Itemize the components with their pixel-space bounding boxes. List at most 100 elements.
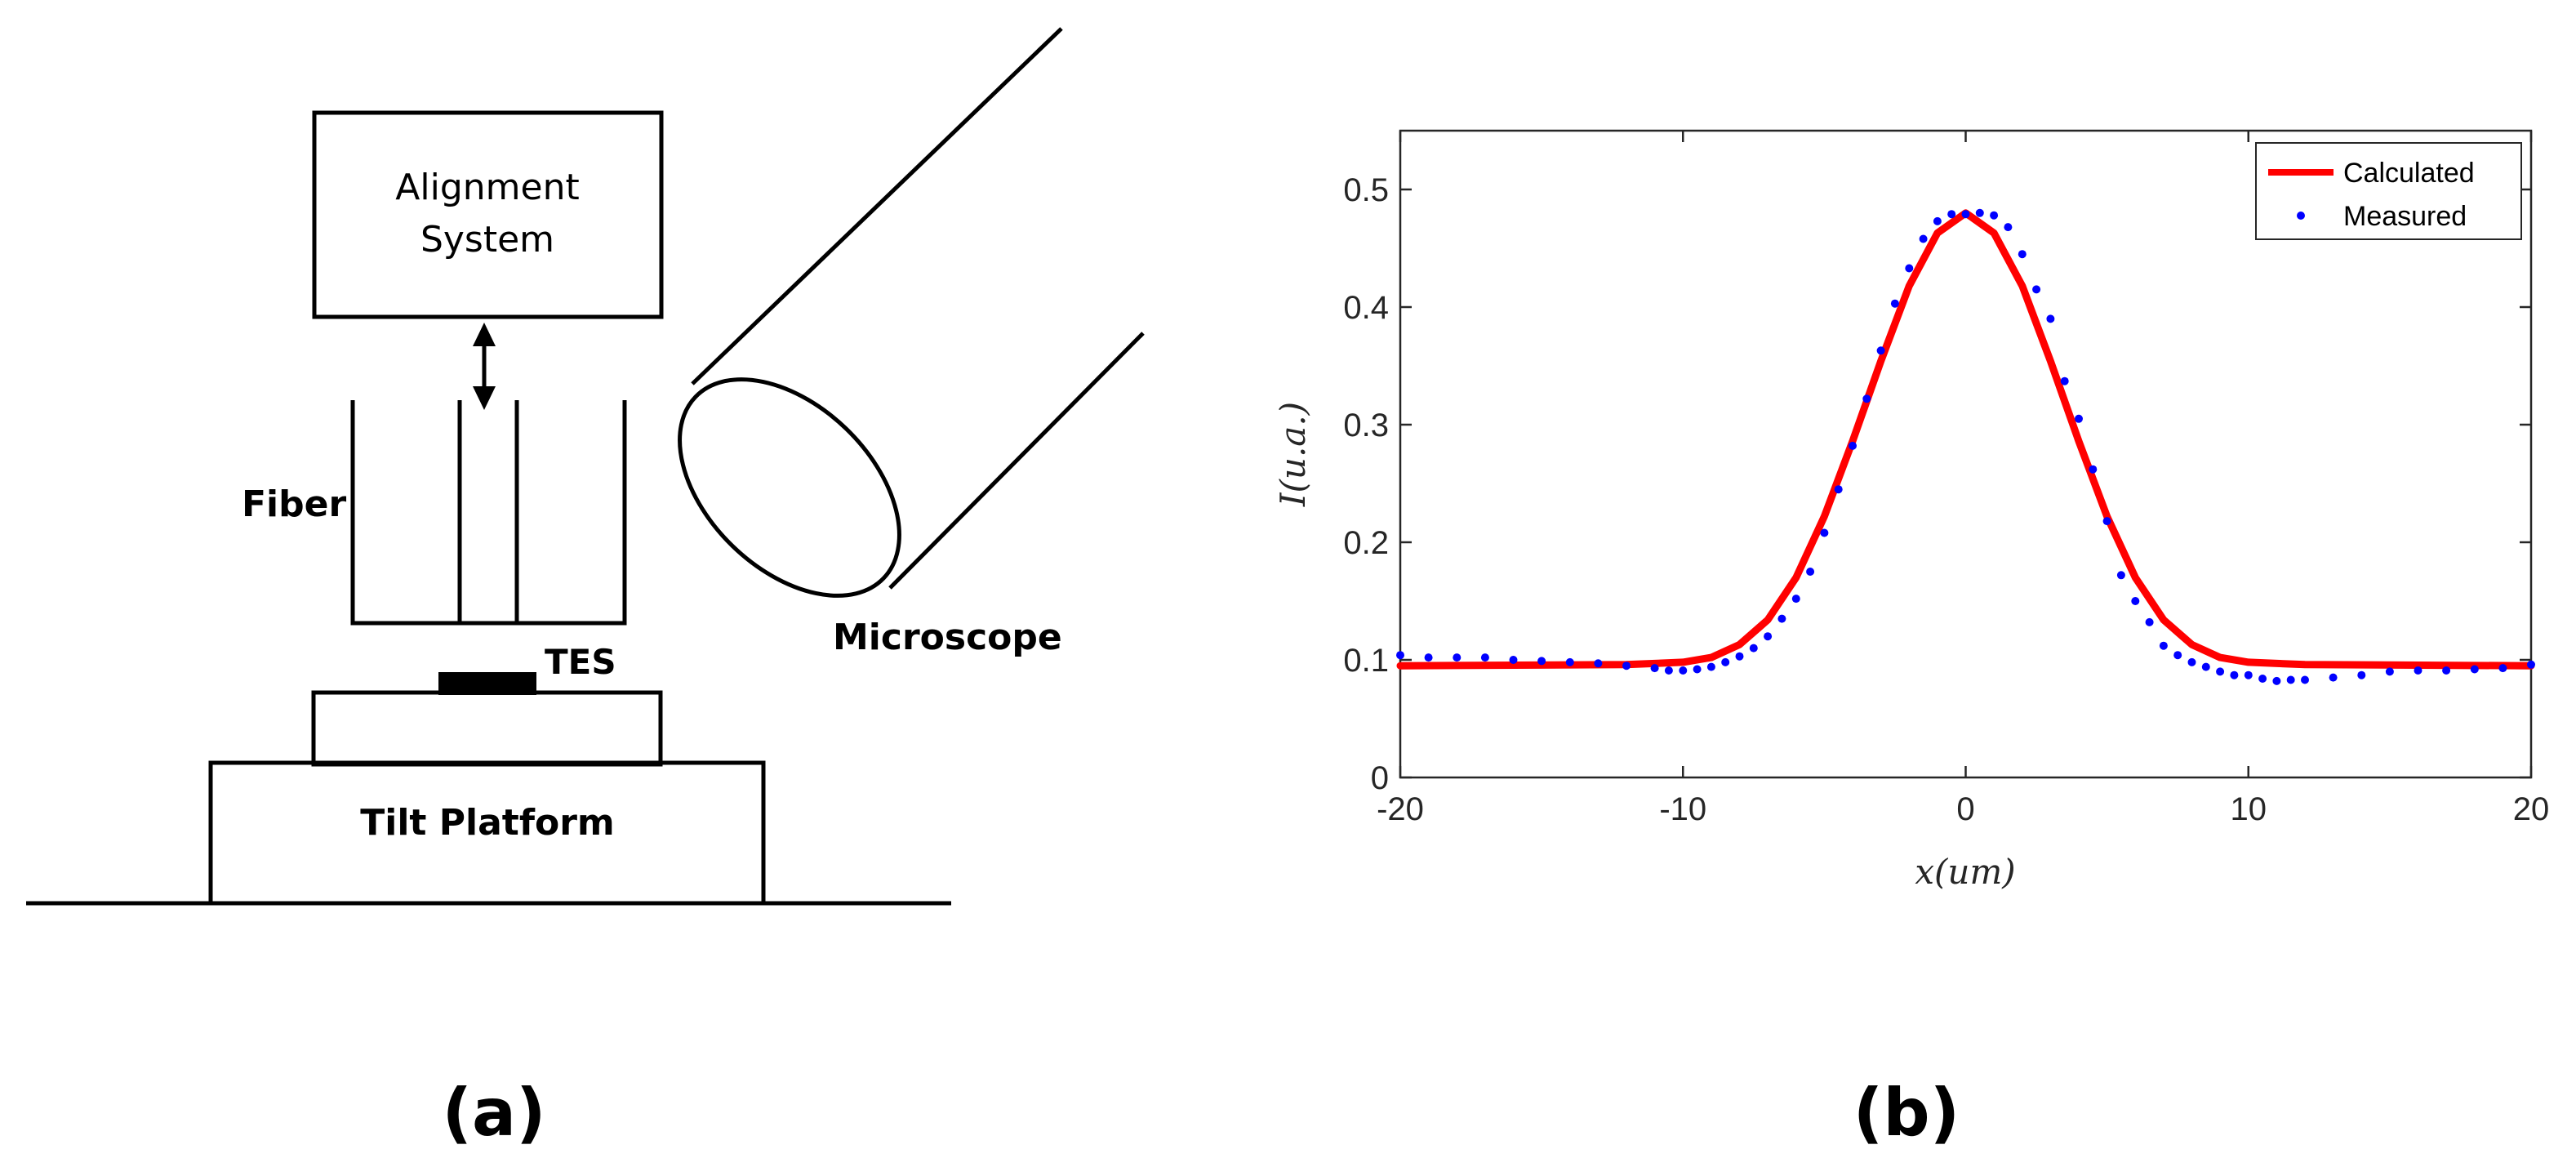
measured-point bbox=[2301, 675, 2309, 684]
measured-point bbox=[1622, 662, 1631, 670]
measured-point bbox=[1509, 656, 1518, 664]
measured-point bbox=[1806, 568, 1815, 576]
measured-point bbox=[1849, 441, 1857, 450]
measured-point bbox=[1679, 666, 1688, 675]
measured-point bbox=[2089, 465, 2098, 474]
measured-point bbox=[1919, 234, 1928, 243]
measured-point bbox=[2470, 665, 2479, 674]
measured-point bbox=[2230, 670, 2239, 679]
intensity-profile-chart: -20 -10 0 10 20 0 0.1 0.2 0.3 0.4 0.5 x(um) I(u.a… bbox=[1273, 129, 2549, 1151]
measured-point bbox=[1834, 485, 1843, 494]
y-tick-label: 0.2 bbox=[1343, 525, 1389, 561]
measured-point bbox=[1890, 299, 1899, 308]
tes-label: TES bbox=[545, 642, 616, 682]
measured-point bbox=[1862, 394, 1871, 403]
x-tick-label: 10 bbox=[2231, 791, 2267, 827]
fiber-label: Fiber bbox=[242, 483, 346, 525]
y-tick-label: 0 bbox=[1371, 760, 1389, 796]
arrow-head-down bbox=[473, 386, 496, 410]
measured-point bbox=[2201, 662, 2210, 671]
measured-point bbox=[1424, 653, 1433, 662]
measured-point bbox=[1777, 614, 1786, 623]
panel-a-label: (a) bbox=[442, 1075, 545, 1151]
measured-point bbox=[1876, 346, 1885, 355]
microscope-label: Microscope bbox=[833, 617, 1062, 658]
measured-point bbox=[1480, 653, 1489, 662]
measured-point bbox=[1693, 665, 1702, 674]
measured-point bbox=[2414, 666, 2423, 675]
measured-point bbox=[2385, 667, 2394, 676]
x-tick-label: 0 bbox=[1956, 791, 1974, 827]
series-layer bbox=[1396, 208, 2535, 685]
measured-point bbox=[1947, 210, 1956, 219]
measured-point bbox=[1933, 216, 1942, 225]
measured-point bbox=[2329, 673, 2338, 682]
measured-point bbox=[2060, 376, 2069, 385]
measured-point bbox=[2075, 414, 2083, 423]
alignment-system-box bbox=[312, 110, 664, 319]
measured-point bbox=[1537, 657, 1546, 666]
measured-point bbox=[1650, 664, 1659, 673]
measured-point bbox=[2244, 670, 2253, 679]
measured-point bbox=[2216, 667, 2225, 676]
y-tick-label: 0.5 bbox=[1343, 172, 1389, 208]
measured-point bbox=[2159, 641, 2168, 650]
measured-point bbox=[1396, 651, 1404, 660]
x-axis-ticks: -20 -10 0 10 20 bbox=[1377, 131, 2549, 827]
legend-box bbox=[2255, 142, 2522, 240]
measured-point bbox=[1453, 653, 1462, 662]
measured-point bbox=[2046, 314, 2055, 323]
measured-point bbox=[1565, 657, 1574, 666]
measured-point bbox=[2102, 517, 2111, 526]
microscope-lens bbox=[678, 377, 901, 598]
arrow-head-up bbox=[473, 323, 496, 346]
y-tick-label: 0.4 bbox=[1343, 290, 1389, 326]
measured-point bbox=[2498, 664, 2507, 673]
schematic-diagram: Alignment System Fiber TES Tilt Platform… bbox=[26, 27, 1145, 1151]
measured-point bbox=[1820, 528, 1829, 537]
measured-point bbox=[1749, 644, 1758, 653]
measured-point bbox=[2187, 657, 2196, 666]
measured-point bbox=[2258, 675, 2267, 683]
measured-point bbox=[1764, 632, 1773, 641]
measured-point bbox=[2272, 676, 2281, 685]
measured-point bbox=[2527, 660, 2535, 669]
measured-point bbox=[2357, 670, 2366, 679]
measured-point bbox=[2032, 285, 2041, 294]
y-axis-title: I(u.a.) bbox=[1273, 402, 1313, 507]
x-tick-label: 20 bbox=[2513, 791, 2550, 827]
alignment-system-label-line2: System bbox=[420, 219, 554, 261]
x-tick-label: -10 bbox=[1659, 791, 1706, 827]
measured-point bbox=[2145, 617, 2154, 626]
chart-legend: Calculated Measured bbox=[2255, 142, 2522, 240]
measured-point bbox=[1905, 264, 1914, 273]
measured-point bbox=[1735, 652, 1744, 661]
measured-point bbox=[1975, 208, 1984, 217]
panel-b-label: (b) bbox=[1853, 1075, 1960, 1151]
measured-point bbox=[1664, 666, 1673, 675]
y-tick-label: 0.1 bbox=[1343, 643, 1389, 679]
legend-measured-label: Measured bbox=[2343, 201, 2467, 232]
x-axis-title: x(um) bbox=[1915, 852, 2015, 892]
x-tick-label: -20 bbox=[1377, 791, 1424, 827]
measured-point bbox=[1706, 662, 1715, 671]
sample-stage bbox=[311, 690, 663, 767]
microscope-body-bottom bbox=[888, 332, 1145, 590]
measured-point bbox=[1594, 659, 1603, 668]
measured-point bbox=[1721, 657, 1730, 666]
measured-point bbox=[2018, 250, 2027, 259]
measured-point bbox=[1791, 595, 1800, 604]
measured-point bbox=[2173, 651, 2182, 660]
microscope-body-top bbox=[691, 27, 1063, 385]
measured-point bbox=[2004, 223, 2013, 232]
y-axis-ticks: 0 0.1 0.2 0.3 0.4 0.5 bbox=[1343, 172, 2531, 796]
measured-point bbox=[2116, 571, 2125, 580]
tilt-platform-label: Tilt Platform bbox=[360, 802, 615, 844]
legend-calculated-label: Calculated bbox=[2343, 158, 2475, 189]
measured-point bbox=[1961, 210, 1970, 219]
measured-point bbox=[2442, 666, 2451, 675]
legend-measured-marker bbox=[2297, 212, 2305, 220]
y-tick-label: 0.3 bbox=[1343, 408, 1389, 443]
fiber-holder bbox=[350, 400, 627, 626]
alignment-system-label-line1: Alignment bbox=[395, 167, 579, 208]
